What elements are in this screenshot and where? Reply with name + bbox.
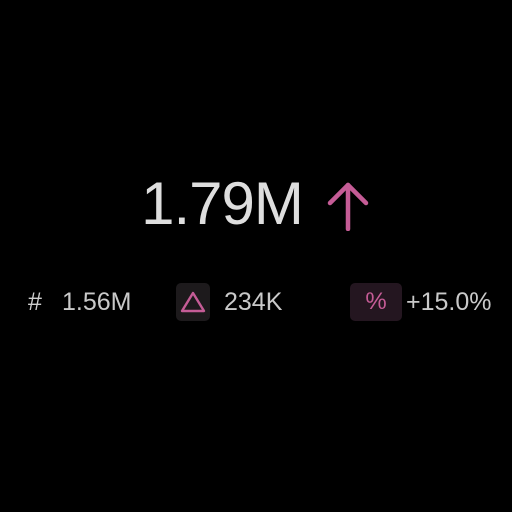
stat-delta: 234K xyxy=(176,282,282,322)
hash-icon: # xyxy=(28,287,42,316)
arrow-up-icon xyxy=(325,179,371,232)
stat-delta-value: 234K xyxy=(224,287,283,316)
stat-percent-value: +15.0% xyxy=(406,287,492,316)
stat-count-value: 1.56M xyxy=(62,287,132,316)
kpi-main-value: 1.79M xyxy=(141,170,304,237)
stat-count: # 1.56M xyxy=(24,282,131,322)
kpi-stats-row: # 1.56M 234K % +15.0% xyxy=(0,282,512,322)
stat-percent: % +15.0% xyxy=(350,282,492,322)
kpi-main-row: 1.79M xyxy=(0,168,512,240)
percent-icon: % xyxy=(350,283,402,321)
triangle-delta-icon xyxy=(176,283,210,321)
